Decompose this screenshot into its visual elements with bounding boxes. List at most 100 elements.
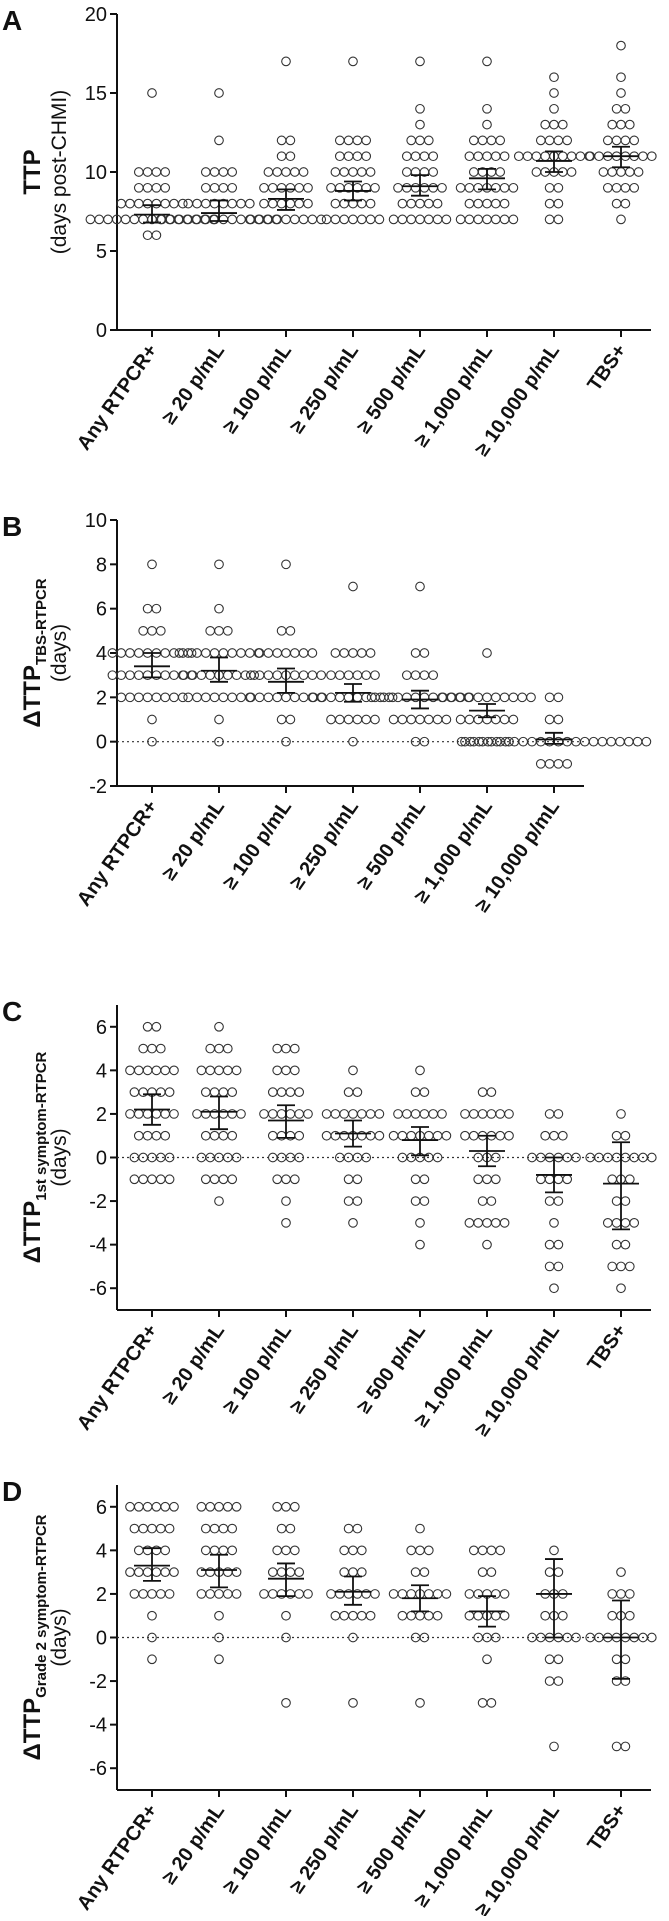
data-point [133,670,144,681]
data-point [276,198,287,209]
data-point [285,625,296,636]
data-point [133,1501,144,1512]
data-point [553,135,564,146]
data-point [147,736,157,747]
data-point [285,135,296,146]
y-tick-label: -2 [89,1191,107,1213]
data-point [397,1130,408,1141]
data-point [142,603,153,614]
data-point [401,167,412,177]
data-point [415,1218,425,1228]
data-point [499,151,510,162]
data-point [200,1545,211,1556]
data-point [482,692,492,703]
data-point [374,214,385,225]
data-point [508,214,519,225]
data-point [415,1698,425,1708]
data-point [129,214,140,225]
data-point [473,198,484,209]
data-point [276,1567,287,1577]
data-point [272,1043,283,1054]
data-point [441,714,452,725]
data-point [186,648,197,658]
data-point [606,736,617,747]
x-category-label: ≥ 500 p/mL [353,796,430,893]
data-point [281,56,291,67]
data-point [428,182,439,193]
data-point [177,692,188,703]
data-point [155,1174,166,1185]
data-point [343,135,354,146]
data-point [343,151,354,162]
data-point [388,1589,399,1599]
y-axis-title: ΔTTPTBS-RTPCR [19,578,50,727]
x-category-label: ≥ 500 p/mL [353,1320,430,1417]
data-point [620,1676,631,1686]
data-point [473,692,484,703]
data-point [326,692,336,703]
data-point [508,692,519,703]
y-tick-label: -4 [89,1235,107,1257]
data-point [441,1589,452,1599]
data-point [276,625,287,636]
panel-letter: D [2,1476,22,1507]
x-category-label: ≥ 100 p/mL [219,796,296,893]
data-point [164,1174,175,1185]
data-point [397,714,408,725]
data-point [227,182,238,193]
data-point [321,214,332,225]
data-point [281,1545,291,1556]
data-point [611,198,622,209]
data-point [361,1152,372,1163]
data-point [423,1130,434,1141]
x-category-label: ≥ 250 p/mL [286,340,363,437]
data-point [169,1501,179,1512]
data-point [330,648,341,658]
data-point [352,714,363,725]
data-point [142,1109,153,1119]
data-point [147,1610,157,1621]
data-point [365,1109,376,1119]
data-point [544,135,555,146]
data-point [616,167,626,177]
data-point [294,182,305,193]
data-point [432,1152,443,1163]
data-point [267,1087,278,1097]
data-point [468,1109,479,1119]
y-tick-label: 0 [96,1628,107,1650]
data-point [432,198,443,209]
data-point [151,1567,162,1577]
data-point [352,1196,363,1206]
data-point [276,1109,287,1119]
data-point [316,214,327,225]
data-point [365,198,376,209]
data-point [169,1065,179,1076]
data-point [615,736,625,747]
data-point [298,692,309,703]
data-point [557,119,568,130]
y-axis-title: TTP [19,149,46,194]
data-point [218,692,229,703]
y-tick-label: -4 [89,1715,107,1737]
data-point [151,167,162,177]
data-point [214,1196,224,1206]
data-point [263,692,274,703]
data-point [623,736,634,747]
y-tick-label: 10 [85,162,107,184]
data-point [624,1261,635,1272]
data-point [326,714,336,725]
data-point [289,1501,300,1512]
data-point [423,135,434,146]
data-point [571,1152,581,1163]
data-point [205,1589,216,1599]
data-point [490,182,501,193]
data-point [151,1109,162,1119]
data-point [482,198,492,209]
data-point [393,182,403,193]
data-point [151,1501,162,1512]
data-point [133,167,144,177]
data-point [133,1130,144,1141]
data-point [222,1589,233,1599]
data-point [482,103,492,114]
data-point [227,1523,238,1534]
